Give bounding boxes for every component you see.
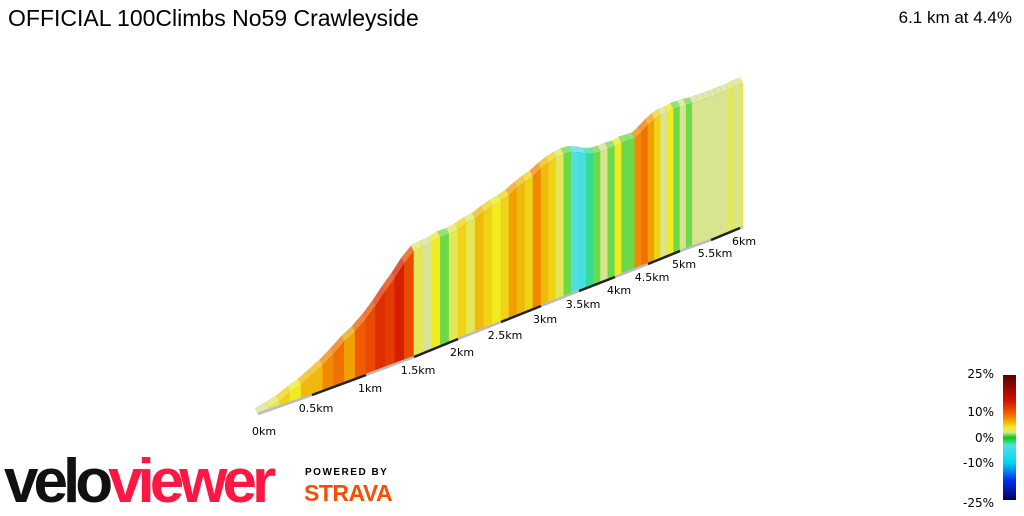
legend-label-0: 0% (974, 431, 994, 445)
axis-km-band (710, 226, 741, 242)
legend-label-minus10: -10% (962, 456, 994, 470)
profile-segment (516, 181, 526, 317)
profile-segment (692, 100, 699, 248)
logo-velo: velo (4, 447, 113, 516)
axis-km-band (413, 337, 459, 359)
profile-segment (673, 106, 681, 255)
profile-segment (722, 89, 729, 236)
profile-segment (698, 98, 706, 245)
axis-km-band (500, 304, 542, 324)
profile-segment (440, 233, 450, 347)
profile-segment (585, 153, 594, 289)
axis-km-band (578, 275, 616, 293)
profile-segment (739, 82, 744, 229)
x-tick-label: 1.5km (401, 364, 436, 377)
profile-segment (474, 211, 485, 333)
profile-segment (679, 104, 687, 252)
x-tick-label: 2km (450, 346, 474, 359)
profile-segment (466, 218, 476, 337)
profile-segment (600, 148, 609, 284)
profile-segment (422, 242, 432, 354)
profile-segment (532, 168, 542, 310)
profile-segment (634, 131, 642, 270)
profile-segment (540, 162, 549, 307)
gradient-color-scale (1003, 375, 1016, 500)
profile-segment (492, 200, 502, 326)
climb-summary: 6.1 km at 4.4% (898, 8, 1012, 27)
profile-segment (508, 187, 518, 320)
strava-logo[interactable]: STRAVA (304, 480, 393, 506)
veloviewer-logo[interactable]: veloviewer (4, 451, 276, 513)
profile-segment (627, 138, 636, 273)
profile-segment (413, 246, 424, 358)
distance-axis: 0km 0.5km 1km 1.5km 2km 2.5km 3km 3.5km 4km 4.5km… (252, 225, 756, 438)
profile-segment (548, 157, 557, 304)
x-tick-label: 1km (358, 382, 382, 395)
x-tick-label: 5.5km (698, 247, 733, 260)
x-tick-label: 0km (252, 425, 276, 438)
profile-segment (457, 222, 467, 340)
x-tick-label: 2.5km (488, 329, 523, 342)
profile-segments (254, 76, 744, 415)
axis-baseline (257, 225, 744, 416)
x-tick-label: 0.5km (299, 402, 334, 415)
profile-segment (666, 108, 674, 257)
profile-segment (524, 175, 534, 313)
profile-segment (555, 153, 565, 301)
profile-segment (607, 146, 616, 281)
profile-segment (483, 205, 493, 330)
profile-segment (654, 114, 662, 262)
profile-segment (641, 124, 649, 268)
profile-segment (621, 140, 629, 275)
logo-viewer: viewer (108, 447, 276, 516)
profile-segment (728, 86, 735, 234)
profile-segment (431, 236, 441, 351)
profile-segment (563, 151, 572, 298)
powered-by-label: POWERED BY (305, 467, 389, 478)
profile-segment (500, 194, 510, 323)
x-tick-label: 3km (533, 313, 557, 326)
axis-km-band (647, 249, 681, 266)
profile-segment (660, 112, 668, 260)
x-tick-label: 4.5km (635, 271, 670, 284)
legend-label-25: 25% (967, 367, 994, 381)
profile-segment (578, 152, 587, 292)
profile-segment (394, 262, 405, 365)
profile-segment (716, 91, 723, 239)
profile-segment (384, 277, 396, 369)
profile-segment (710, 94, 718, 241)
page-title: OFFICIAL 100Climbs No59 Crawleyside (8, 5, 419, 31)
x-tick-label: 4km (607, 284, 631, 297)
profile-segment (593, 151, 601, 286)
profile-segment (704, 96, 712, 243)
x-tick-label: 3.5km (566, 298, 601, 311)
profile-segment-top (736, 76, 744, 86)
x-tick-label: 5km (672, 258, 696, 271)
profile-segment (733, 84, 741, 231)
legend-label-minus25: -25% (962, 496, 994, 510)
profile-segment (448, 228, 459, 344)
profile-segment (404, 250, 415, 362)
profile-segment (614, 142, 622, 278)
x-tick-label: 6km (732, 235, 756, 248)
profile-segment (571, 151, 580, 295)
profile-segment (685, 102, 693, 250)
profile-segment (647, 118, 655, 265)
legend-label-10: 10% (967, 405, 994, 419)
axis-km-band (311, 373, 367, 397)
